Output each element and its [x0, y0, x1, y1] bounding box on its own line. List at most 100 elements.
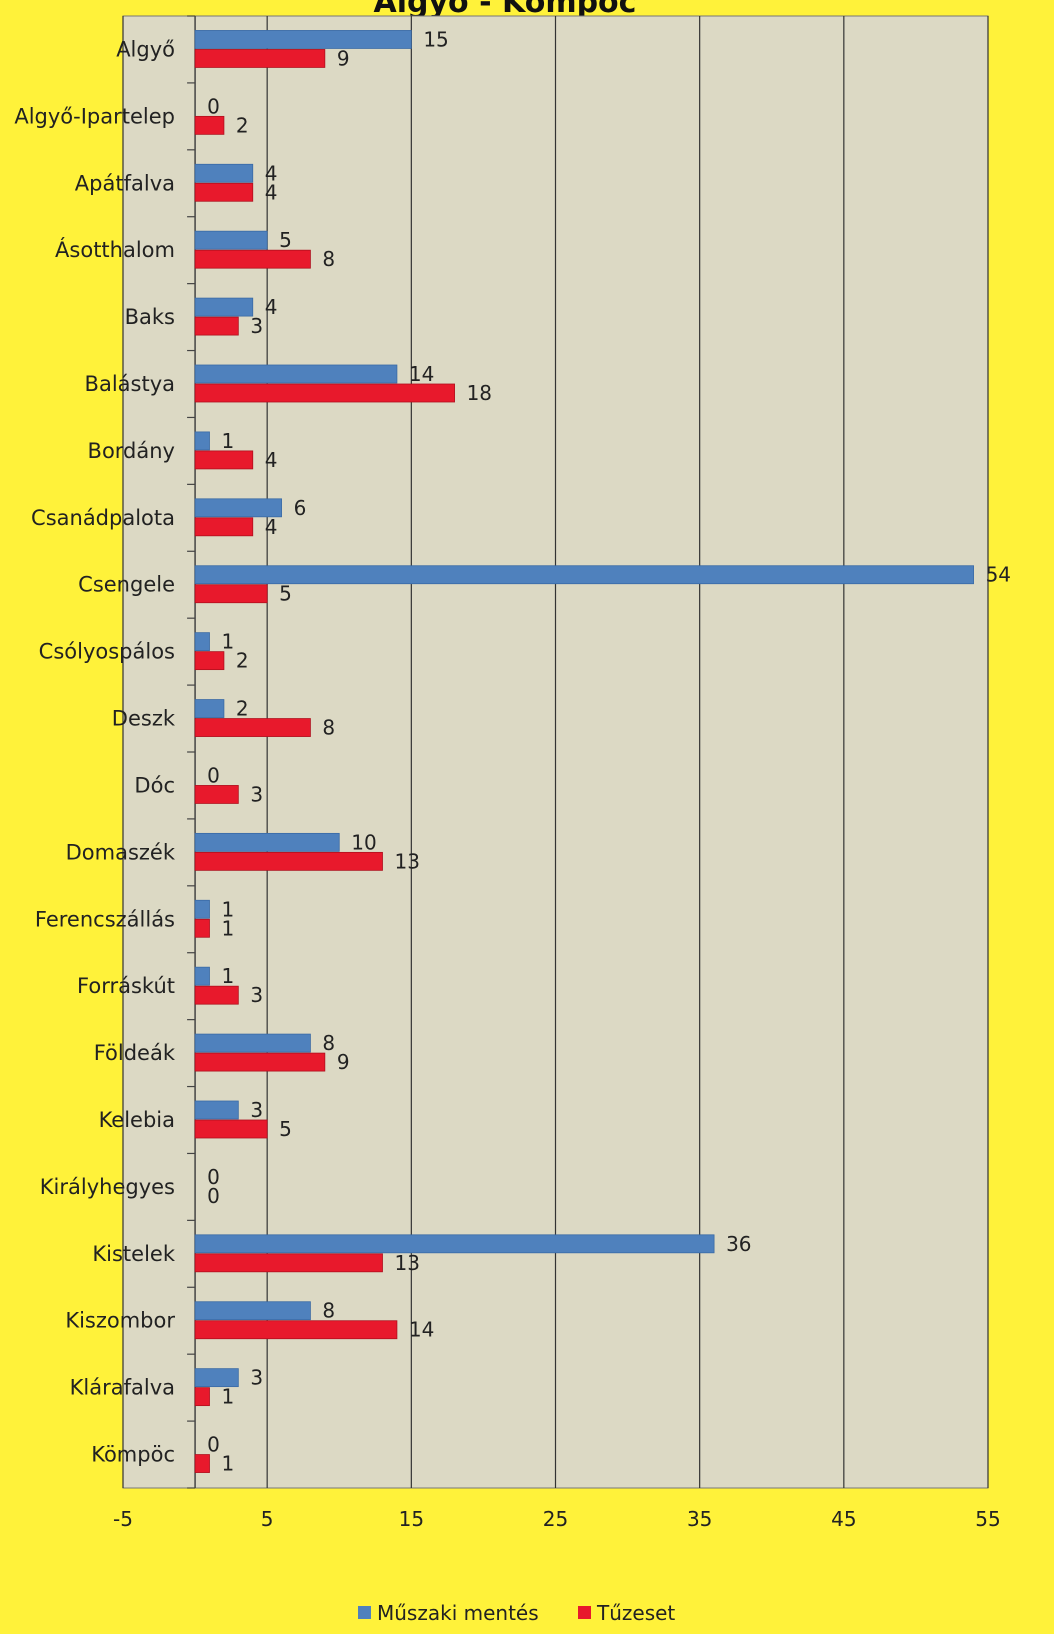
x-tick-label: 25 [543, 1507, 568, 1531]
category-label: Klárafalva [70, 1376, 175, 1400]
bar-muszaki [194, 1368, 239, 1388]
data-label: 0 [207, 763, 220, 787]
data-label: 9 [337, 46, 350, 70]
data-label: 6 [294, 496, 307, 520]
bar-tuzeset [194, 1253, 383, 1273]
data-label: 13 [395, 849, 420, 873]
bar-tuzeset [194, 249, 311, 269]
legend-entry: Tűzeset [596, 1601, 675, 1625]
data-label: 3 [250, 983, 263, 1007]
bar-tuzeset [194, 651, 225, 671]
data-label: 14 [409, 1318, 434, 1342]
bar-tuzeset [194, 1052, 326, 1072]
legend-entry: Műszaki mentés [377, 1601, 539, 1625]
bar-tuzeset [194, 1387, 210, 1407]
x-tick-label: 45 [831, 1507, 856, 1531]
category-label: Dóc [134, 773, 175, 797]
x-tick-label: 35 [687, 1507, 712, 1531]
data-label: 10 [351, 830, 376, 854]
x-tick-label: 15 [399, 1507, 424, 1531]
category-label: Kömpöc [91, 1443, 175, 1467]
bar-muszaki [194, 1234, 715, 1254]
data-label: 4 [265, 515, 278, 539]
data-label: 5 [279, 582, 292, 606]
legend-swatch [358, 1606, 371, 1619]
category-label: Ferencszállás [35, 907, 175, 931]
data-label: 4 [265, 295, 278, 319]
data-label: 1 [222, 964, 235, 988]
bar-muszaki [194, 966, 210, 986]
category-label: Kelebia [99, 1108, 175, 1132]
bar-tuzeset [194, 718, 311, 737]
legend: Műszaki mentés Tűzeset [358, 1601, 675, 1625]
category-label: Algyő [116, 37, 175, 61]
bar-tuzeset [194, 49, 326, 68]
category-label: Deszk [112, 707, 176, 731]
bar-tuzeset [194, 785, 239, 804]
data-label: 8 [322, 1031, 335, 1055]
data-label: 1 [222, 897, 235, 921]
category-label: Csanádpalota [31, 506, 175, 530]
data-label: 36 [726, 1232, 751, 1256]
data-label: 0 [207, 1433, 220, 1457]
bar-tuzeset [194, 450, 254, 470]
bar-muszaki [194, 565, 974, 585]
bar-tuzeset [194, 1119, 268, 1139]
category-label: Kiszombor [65, 1309, 175, 1333]
data-label: 1 [222, 429, 235, 453]
data-label: 2 [236, 697, 249, 721]
bar-tuzeset [194, 182, 254, 202]
bar-tuzeset [194, 851, 383, 871]
bar-muszaki [194, 1033, 311, 1053]
category-label: Balástya [85, 372, 175, 396]
category-label: Bordány [88, 439, 175, 463]
data-label: 3 [250, 782, 263, 806]
category-label: Kistelek [92, 1242, 175, 1266]
data-label: 2 [236, 649, 249, 673]
chart-title: Algyő - Kömpöc [374, 0, 637, 20]
data-label: 15 [423, 27, 448, 51]
bar-muszaki [194, 364, 398, 384]
category-label: Királyhegyes [40, 1175, 175, 1199]
bar-muszaki [194, 498, 282, 518]
data-label: 1 [222, 1452, 235, 1476]
data-label: 4 [265, 161, 278, 185]
bar-muszaki [194, 832, 340, 852]
data-label: 18 [467, 381, 492, 405]
data-label: 5 [279, 1117, 292, 1141]
data-label: 1 [222, 630, 235, 654]
bar-tuzeset [194, 1320, 398, 1340]
legend-swatch [578, 1606, 591, 1619]
bar-muszaki [194, 163, 254, 183]
bar-tuzeset [194, 316, 239, 336]
bar-tuzeset [194, 918, 210, 938]
data-label: 3 [250, 1366, 263, 1390]
data-label: 4 [265, 448, 278, 472]
category-label: Apátfalva [75, 171, 175, 195]
data-label: 3 [250, 1098, 263, 1122]
bar-muszaki [194, 632, 210, 652]
data-label: 54 [986, 563, 1011, 587]
data-label: 0 [207, 1165, 220, 1189]
bar-muszaki [194, 1100, 239, 1120]
data-label: 0 [207, 1184, 220, 1208]
bar-tuzeset [194, 1454, 210, 1473]
data-label: 1 [222, 916, 235, 940]
data-label: 8 [322, 716, 335, 740]
bar-tuzeset [194, 383, 455, 403]
bar-muszaki [194, 297, 254, 317]
category-label: Domaszék [66, 840, 176, 864]
data-label: 0 [207, 94, 220, 118]
category-label: Baks [125, 305, 175, 329]
bar-tuzeset [194, 517, 254, 537]
bar-muszaki [194, 431, 210, 451]
x-tick-label: 5 [261, 1507, 274, 1531]
category-label: Algyő-Ipartelep [14, 104, 175, 128]
x-tick-label: 55 [975, 1507, 1000, 1531]
data-label: 9 [337, 1050, 350, 1074]
bar-tuzeset [194, 584, 268, 604]
bar-muszaki [194, 1301, 311, 1321]
category-label: Ásotthalom [55, 237, 175, 262]
bar-tuzeset [194, 115, 225, 135]
